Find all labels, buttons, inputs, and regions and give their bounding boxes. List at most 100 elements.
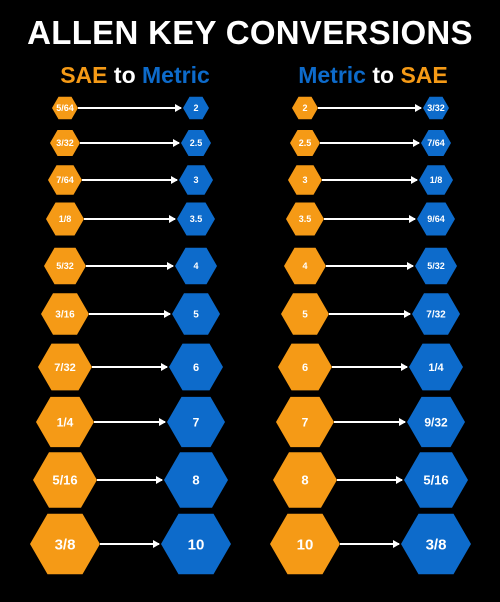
from-hex: 1/4: [36, 396, 94, 448]
conversion-row: 3/8 10: [30, 513, 231, 575]
hexagon-icon: [421, 130, 451, 156]
hexagon-icon: [276, 396, 334, 448]
conversion-row: 10 3/8: [270, 513, 471, 575]
to-hex: 3.5: [177, 202, 215, 236]
conversion-row: 5 7/32: [281, 293, 460, 335]
from-hex: 2.5: [290, 130, 320, 156]
page-title: ALLEN KEY CONVERSIONS: [27, 14, 473, 51]
conversion-row: 7/64 3: [48, 165, 213, 195]
to-hex: 1/8: [419, 165, 453, 195]
header-left-connector: to: [113, 62, 136, 88]
to-hex-label: 2.5: [190, 138, 203, 148]
from-hex: 2: [292, 96, 318, 120]
hexagon-icon: [169, 343, 223, 391]
to-hex-label: 4: [193, 261, 198, 271]
conversion-row: 5/32 4: [44, 247, 217, 285]
hexagon-icon: [273, 452, 337, 508]
hexagon-icon: [407, 396, 465, 448]
hexagon-icon: [175, 247, 217, 285]
from-hex: 5/16: [33, 452, 97, 508]
from-hex: 7: [276, 396, 334, 448]
conversion-row: 2.5 7/64: [290, 130, 451, 156]
conversion-row: 5/16 8: [33, 452, 228, 508]
from-hex-label: 5/32: [56, 261, 74, 271]
hexagon-icon: [33, 452, 97, 508]
header-right-connector: to: [372, 62, 395, 88]
hexagon-icon: [46, 202, 84, 236]
hexagon-icon: [423, 96, 449, 120]
to-hex: 2.5: [181, 130, 211, 156]
from-hex-label: 7: [302, 415, 309, 429]
conversion-row: 5/64 2: [52, 96, 209, 120]
to-hex: 8: [164, 452, 228, 508]
from-hex-label: 3.5: [299, 214, 312, 224]
hexagon-icon: [290, 130, 320, 156]
to-hex: 7: [167, 396, 225, 448]
conversion-row: 6 1/4: [278, 343, 463, 391]
hexagon-icon: [30, 513, 100, 575]
hexagon-icon: [412, 293, 460, 335]
conversion-row: 7 9/32: [276, 396, 465, 448]
conversion-row: 3/16 5: [41, 293, 220, 335]
hexagon-icon: [183, 96, 209, 120]
conversion-row: 1/8 3.5: [46, 202, 215, 236]
from-hex: 5: [281, 293, 329, 335]
hexagon-icon: [164, 452, 228, 508]
hexagon-icon: [281, 293, 329, 335]
to-hex-label: 3.5: [190, 214, 203, 224]
from-hex-label: 8: [301, 473, 308, 488]
from-hex: 5/64: [52, 96, 78, 120]
from-hex-label: 7/32: [54, 362, 75, 374]
conversion-row: 2 3/32: [292, 96, 449, 120]
hexagon-icon: [417, 202, 455, 236]
from-hex-label: 3/8: [55, 536, 76, 553]
to-hex: 9/64: [417, 202, 455, 236]
to-hex-label: 6: [193, 362, 199, 374]
from-hex-label: 2: [302, 103, 307, 113]
to-hex-label: 3: [193, 175, 198, 185]
hexagon-icon: [167, 396, 225, 448]
from-hex-label: 5/16: [52, 473, 77, 488]
from-hex-label: 5/64: [56, 103, 74, 113]
to-hex: 3: [179, 165, 213, 195]
hexagon-icon: [172, 293, 220, 335]
to-hex-label: 9/32: [424, 415, 448, 429]
conversion-row: 4 5/32: [284, 247, 457, 285]
from-hex: 7/64: [48, 165, 82, 195]
hexagon-icon: [161, 513, 231, 575]
hexagon-icon: [41, 293, 89, 335]
conversion-row: 3.5 9/64: [286, 202, 455, 236]
hexagon-icon: [44, 247, 86, 285]
to-hex: 7/64: [421, 130, 451, 156]
from-hex-label: 7/64: [56, 175, 74, 185]
hexagon-icon: [288, 165, 322, 195]
to-hex-label: 9/64: [427, 214, 445, 224]
to-hex-label: 10: [188, 536, 205, 553]
hexagon-icon: [38, 343, 92, 391]
to-hex: 4: [175, 247, 217, 285]
to-hex-label: 3/8: [426, 536, 447, 553]
hexagon-icon: [284, 247, 326, 285]
from-hex-label: 5: [302, 310, 308, 321]
conversion-row: 8 5/16: [273, 452, 468, 508]
header-left-to: Metric: [142, 62, 210, 88]
to-hex-label: 3/32: [427, 103, 445, 113]
header-right-from: Metric: [298, 62, 366, 88]
from-hex: 4: [284, 247, 326, 285]
from-hex: 8: [273, 452, 337, 508]
conversion-row: 7/32 6: [38, 343, 223, 391]
from-hex: 6: [278, 343, 332, 391]
hexagon-icon: [181, 130, 211, 156]
hexagon-icon: [48, 165, 82, 195]
from-hex-label: 2.5: [299, 138, 312, 148]
from-hex: 3/8: [30, 513, 100, 575]
hexagon-icon: [286, 202, 324, 236]
from-hex: 3/16: [41, 293, 89, 335]
conversion-row: 3 1/8: [288, 165, 453, 195]
to-hex: 3/8: [401, 513, 471, 575]
from-hex-label: 3/32: [56, 138, 74, 148]
to-hex: 5: [172, 293, 220, 335]
header-right-to: SAE: [400, 62, 448, 88]
hexagon-icon: [401, 513, 471, 575]
